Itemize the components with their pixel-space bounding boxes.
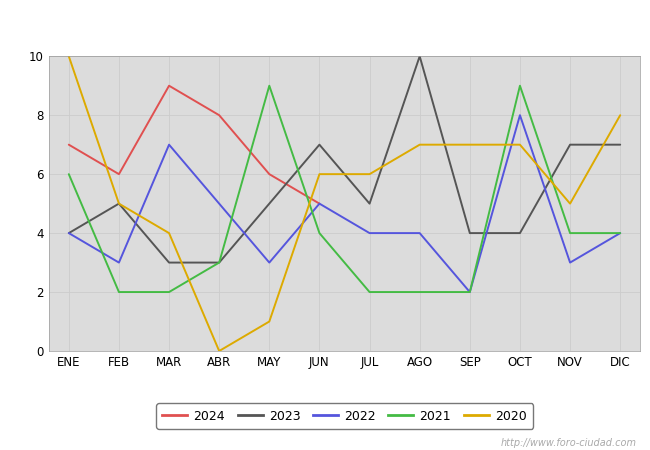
Text: http://www.foro-ciudad.com: http://www.foro-ciudad.com bbox=[501, 438, 637, 448]
Text: Matriculaciones de Vehiculos en Sant Joan de les Abadesses: Matriculaciones de Vehiculos en Sant Joa… bbox=[75, 14, 575, 33]
Legend: 2024, 2023, 2022, 2021, 2020: 2024, 2023, 2022, 2021, 2020 bbox=[156, 403, 533, 429]
